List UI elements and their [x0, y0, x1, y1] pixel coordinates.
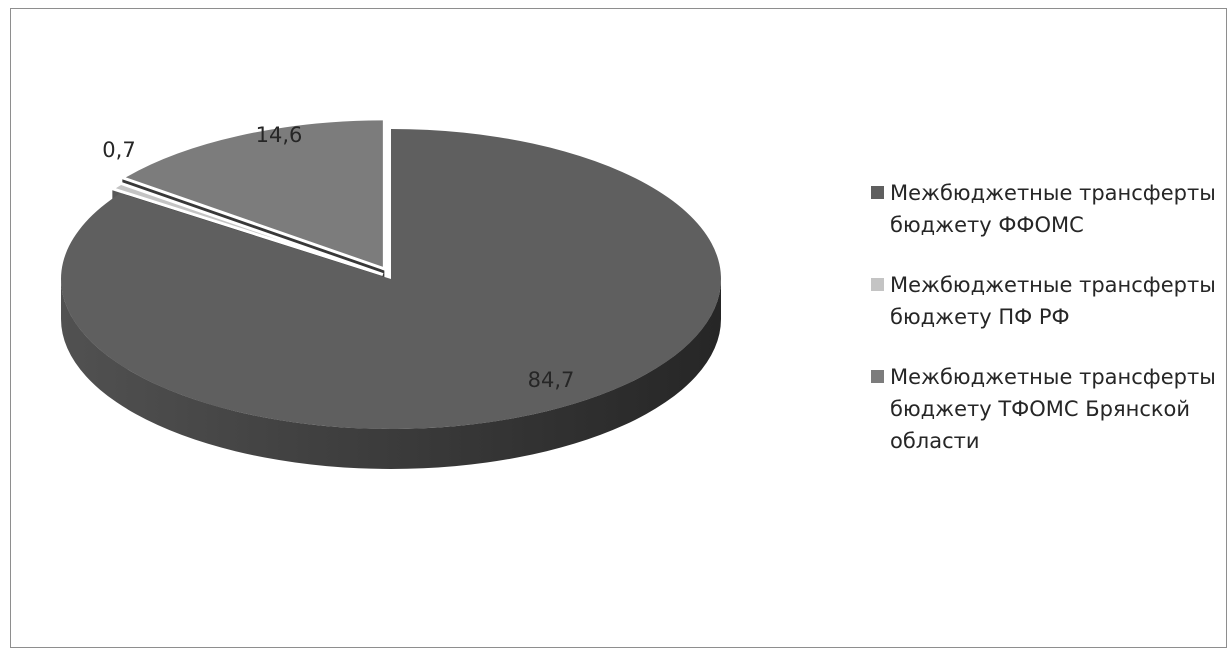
pie-side-ffoms	[61, 279, 721, 469]
legend-item-tfoms: Межбюджетные трансферты бюджету ТФОМС Бр…	[871, 361, 1229, 457]
pie-labels: 84,7 0,7 14,6	[102, 123, 574, 392]
legend-label-pf-rf: Межбюджетные трансферты бюджету ПФ РФ	[890, 269, 1216, 333]
data-label-pf-rf: 0,7	[102, 138, 135, 162]
legend-line: бюджету ФФОМС	[890, 213, 1084, 237]
legend-line: Межбюджетные трансферты	[890, 273, 1216, 297]
pie-chart: 84,7 0,7 14,6	[61, 117, 721, 469]
data-label-ffoms: 84,7	[528, 368, 575, 392]
pie-slice-pf-rf	[108, 181, 384, 277]
legend-label-tfoms: Межбюджетные трансферты бюджету ТФОМС Бр…	[890, 361, 1216, 457]
legend-item-ffoms: Межбюджетные трансферты бюджету ФФОМС	[871, 177, 1229, 241]
legend-item-pf-rf: Межбюджетные трансферты бюджету ПФ РФ	[871, 269, 1229, 333]
pie-slice-ffoms	[61, 129, 721, 429]
pie-slice-tfoms	[118, 117, 386, 272]
legend-line: Межбюджетные трансферты	[890, 365, 1216, 389]
legend: Межбюджетные трансферты бюджету ФФОМС Ме…	[871, 177, 1229, 485]
legend-swatch-pf-rf	[871, 278, 884, 291]
legend-swatch-tfoms	[871, 370, 884, 383]
chart-area: 84,7 0,7 14,6 Межбюджетные трансферты бюдж…	[10, 8, 1227, 648]
legend-line: бюджету ПФ РФ	[890, 305, 1070, 329]
pie-tops	[61, 117, 721, 429]
legend-swatch-ffoms	[871, 186, 884, 199]
legend-line: области	[890, 429, 980, 453]
legend-line: Межбюджетные трансферты	[890, 181, 1216, 205]
legend-line: бюджету ТФОМС Брянской	[890, 397, 1191, 421]
legend-label-ffoms: Межбюджетные трансферты бюджету ФФОМС	[890, 177, 1216, 241]
data-label-tfoms: 14,6	[256, 123, 303, 147]
